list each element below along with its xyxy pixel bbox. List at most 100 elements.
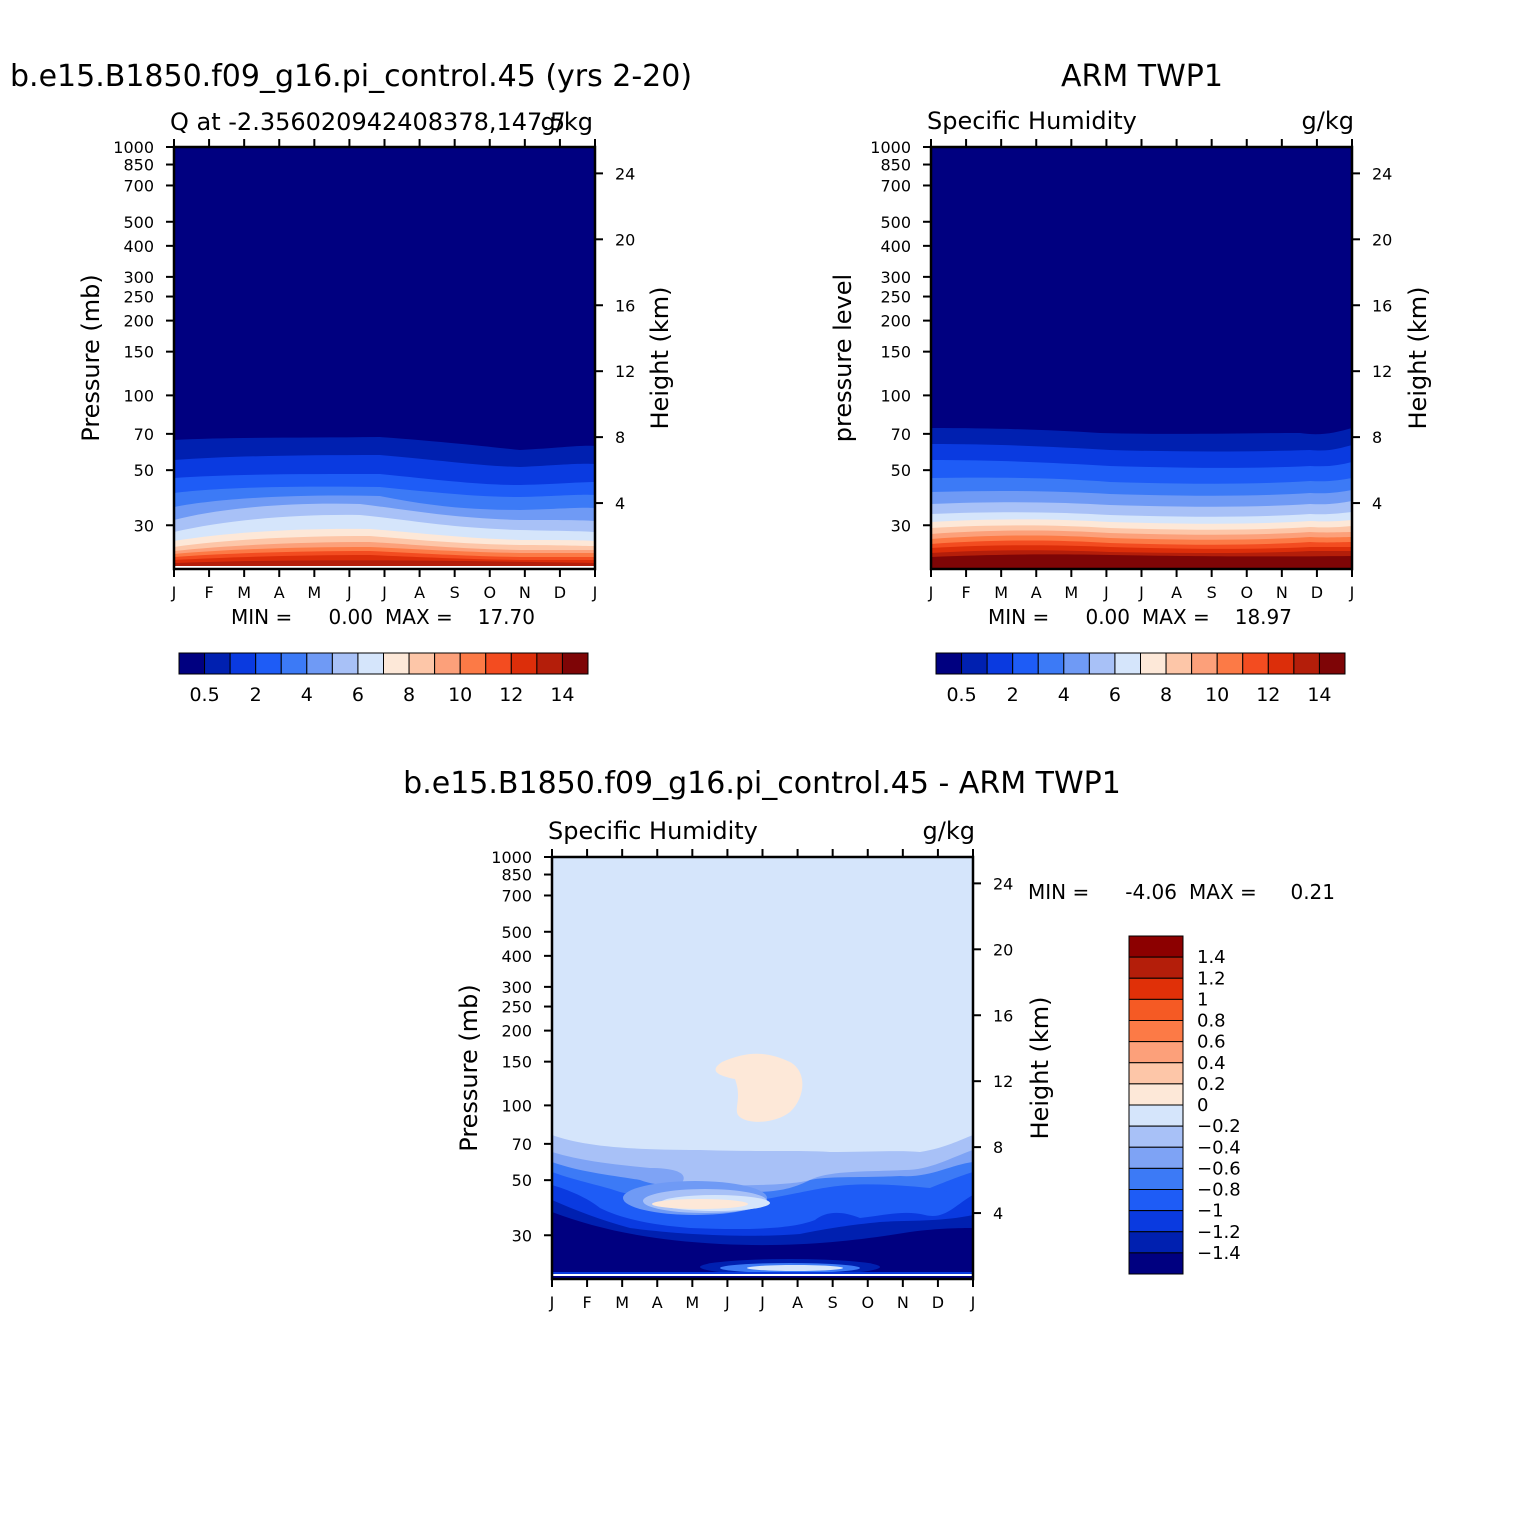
colorbar-label: 0.4 xyxy=(1197,1053,1226,1074)
panel-diff-ylabel: Pressure (mb) xyxy=(455,984,483,1151)
colorbar-swatch xyxy=(935,652,963,675)
y-tick-label: 300 xyxy=(123,268,154,287)
colorbar-label: 1 xyxy=(1197,989,1208,1010)
panel-diff-subtitle-right: g/kg xyxy=(923,817,975,845)
colorbar-label: 0.6 xyxy=(1197,1032,1226,1053)
panel-model-min-label: MIN = xyxy=(231,605,292,629)
colorbar-label: 1.2 xyxy=(1197,968,1226,989)
x-tick-label: N xyxy=(519,583,531,602)
panel-obs: ARM TWP1 Specific Humidity g/kg J F M A M J J A… xyxy=(829,59,1432,706)
x-tick-label: J xyxy=(549,1293,555,1312)
colorbar-label: −0.2 xyxy=(1197,1116,1241,1137)
colorbar-label: −0.4 xyxy=(1197,1137,1241,1158)
colorbar-swatch xyxy=(1012,652,1039,675)
y-tick-label: 30 xyxy=(891,516,911,535)
panel-diff-subtitle-left: Specific Humidity xyxy=(548,817,758,845)
x-tick-label: S xyxy=(450,583,460,602)
x-tick-label: M xyxy=(307,583,321,602)
y2-tick-label: 12 xyxy=(1372,362,1392,381)
panel-obs-y2label: Height (km) xyxy=(1404,287,1432,430)
panel-model: b.e15.B1850.f09_g16.pi_control.45 (yrs 2… xyxy=(10,59,692,706)
y2-tick-label: 24 xyxy=(993,874,1013,893)
panel-obs-ylabel: pressure level xyxy=(829,274,857,442)
y-tick-label: 30 xyxy=(512,1226,532,1245)
colorbar-swatch xyxy=(1128,1252,1184,1275)
y-tick-label: 300 xyxy=(501,978,532,997)
y-tick-label: 850 xyxy=(880,156,911,175)
y-tick-label: 50 xyxy=(134,461,154,480)
colorbar-swatch xyxy=(178,652,206,675)
colorbar-label: 0.2 xyxy=(1197,1074,1226,1095)
colorbar-swatch xyxy=(1114,652,1141,675)
colorbar-label: 12 xyxy=(1256,684,1280,706)
x-tick-label: F xyxy=(204,583,213,602)
x-tick-label: S xyxy=(828,1293,838,1312)
colorbar-swatch xyxy=(1191,652,1218,675)
colorbar-swatch xyxy=(1293,652,1320,675)
y-tick-label: 30 xyxy=(134,516,154,535)
colorbar-swatch xyxy=(204,652,231,675)
panel-obs-min-value: 0.00 xyxy=(1085,605,1130,629)
colorbar-swatch xyxy=(1088,652,1116,675)
colorbar-label: 12 xyxy=(499,684,523,706)
panel-model-subtitle-right: g/kg xyxy=(541,108,593,136)
panel-obs-max-value: 18.97 xyxy=(1235,605,1292,629)
y-tick-label: 700 xyxy=(880,176,911,195)
panel-obs-contour-field xyxy=(931,147,1352,569)
y2-tick-label: 24 xyxy=(615,164,635,183)
colorbar-swatch xyxy=(1128,977,1184,1000)
y2-tick-label: 8 xyxy=(615,428,625,447)
colorbar-swatch xyxy=(1128,1104,1184,1127)
colorbar-swatch xyxy=(1128,1041,1184,1064)
x-tick-label: O xyxy=(861,1293,874,1312)
x-tick-label: O xyxy=(483,583,496,602)
panel-model-max-value: 17.70 xyxy=(478,605,535,629)
panel-model-colorbar: 0.5 2 4 6 8 10 12 14 xyxy=(178,652,589,706)
colorbar-swatch xyxy=(1128,1210,1184,1233)
colorbar-label: −1.4 xyxy=(1197,1243,1241,1264)
colorbar-swatch xyxy=(536,652,563,675)
colorbar-label: 2 xyxy=(1007,684,1019,706)
colorbar-label: 0 xyxy=(1197,1095,1208,1116)
colorbar-label: 0.5 xyxy=(946,684,976,706)
colorbar-label: 10 xyxy=(448,684,472,706)
y-tick-label: 850 xyxy=(501,866,532,885)
y-tick-label: 250 xyxy=(123,288,154,307)
x-tick-label: N xyxy=(1276,583,1288,602)
panel-diff-y2label: Height (km) xyxy=(1026,997,1054,1140)
x-tick-label: M xyxy=(237,583,251,602)
x-tick-label: J xyxy=(171,583,177,602)
panel-obs-max-label: MAX = xyxy=(1142,605,1210,629)
y-tick-label: 100 xyxy=(880,386,911,405)
x-tick-label: F xyxy=(582,1293,591,1312)
y-tick-label: 500 xyxy=(123,213,154,232)
colorbar-label: 1.4 xyxy=(1197,947,1226,968)
x-tick-label: M xyxy=(615,1293,629,1312)
x-tick-label: J xyxy=(759,1293,765,1312)
x-tick-label: D xyxy=(554,583,566,602)
y2-tick-label: 16 xyxy=(1372,296,1392,315)
panel-obs-title: ARM TWP1 xyxy=(1061,59,1223,94)
colorbar-label: 14 xyxy=(1307,684,1331,706)
panel-obs-min-label: MIN = xyxy=(988,605,1049,629)
panel-model-ylabel: Pressure (mb) xyxy=(77,274,105,441)
y-tick-label: 500 xyxy=(880,213,911,232)
y2-tick-label: 4 xyxy=(993,1204,1003,1223)
colorbar-swatch xyxy=(1128,998,1184,1021)
x-tick-label: J xyxy=(1138,583,1144,602)
colorbar-swatch xyxy=(255,652,282,675)
colorbar-swatch xyxy=(1128,956,1184,979)
colorbar-swatch xyxy=(1128,1125,1184,1148)
colorbar-swatch xyxy=(961,652,988,675)
y2-tick-label: 20 xyxy=(615,230,635,249)
colorbar-label: 8 xyxy=(1160,684,1172,706)
panel-diff-max-label: MAX = xyxy=(1189,880,1257,904)
y-tick-label: 150 xyxy=(501,1053,532,1072)
x-tick-label: J xyxy=(1103,583,1109,602)
x-tick-label: J xyxy=(724,1293,730,1312)
colorbar-swatch xyxy=(1128,1083,1184,1106)
colorbar-swatch xyxy=(280,652,308,675)
